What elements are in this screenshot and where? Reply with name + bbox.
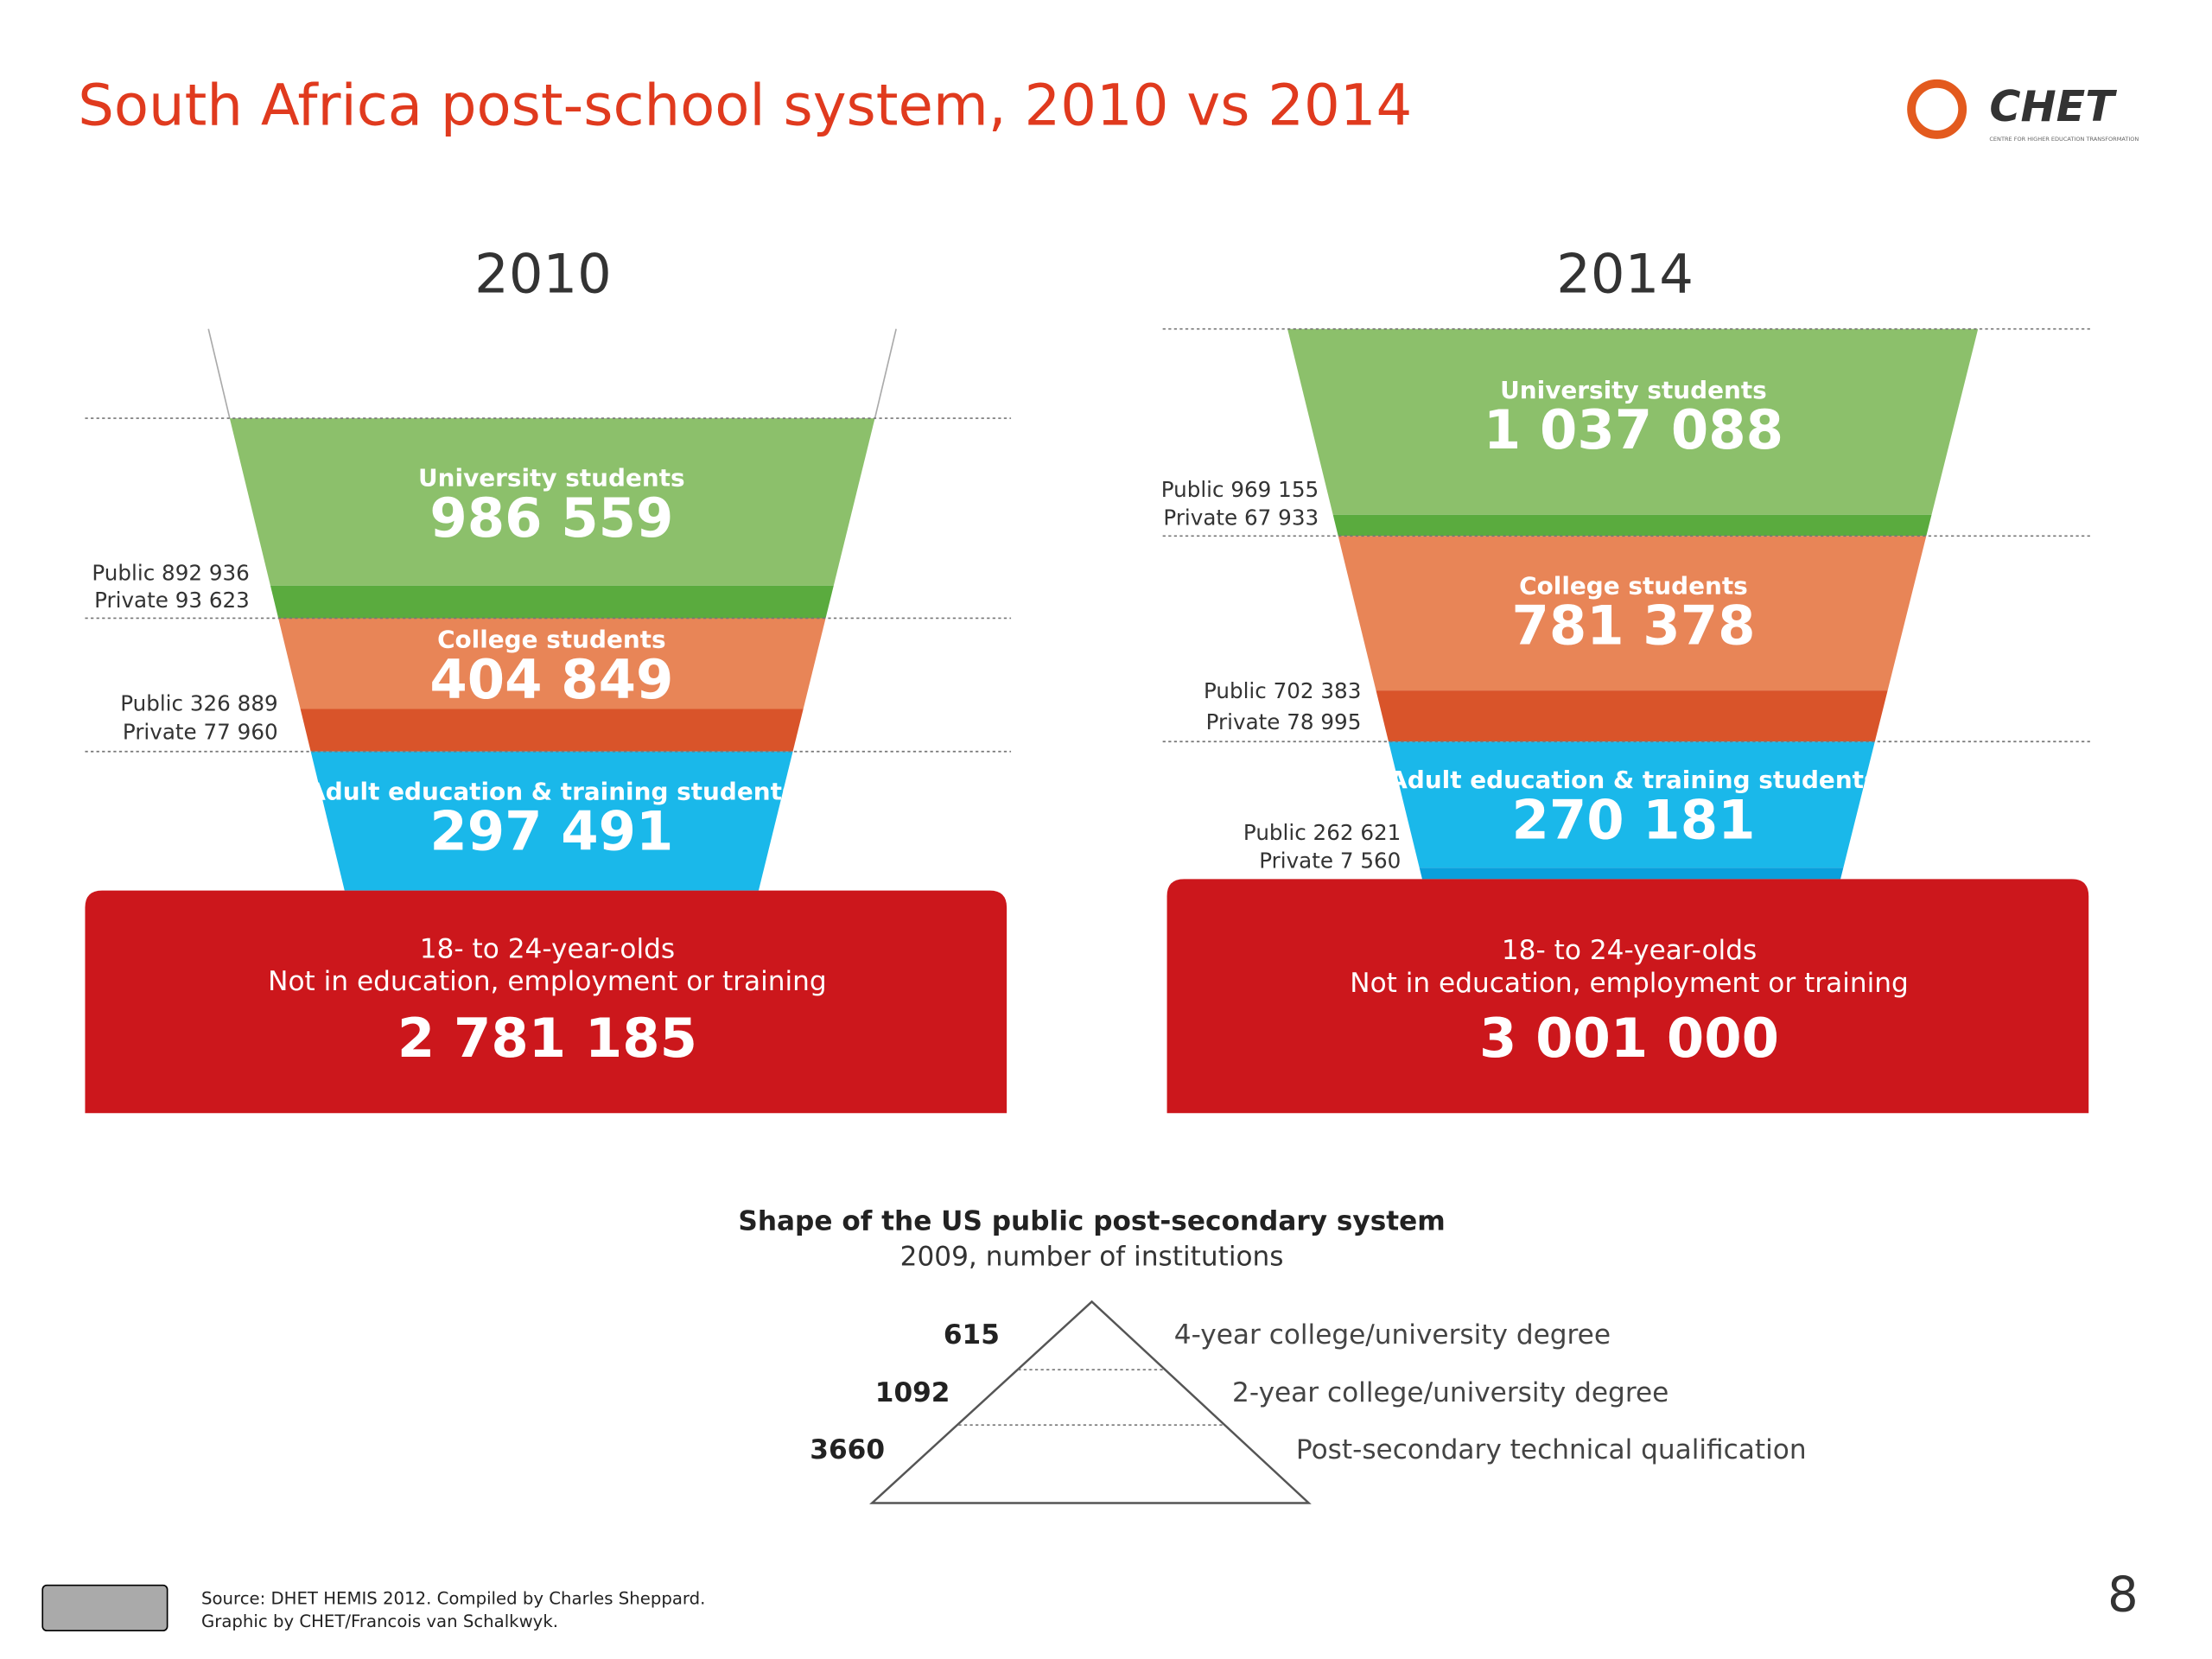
public-count: Public 326 889 [120, 691, 277, 716]
guide-line [874, 328, 897, 419]
public-count: Public 702 383 [1204, 678, 1361, 703]
neet-label: 18- to 24-year-olds [420, 933, 675, 964]
public-count: Public 969 155 [1161, 477, 1319, 502]
level-count: 615 [944, 1319, 1000, 1351]
logo-subtitle: CENTRE FOR HIGHER EDUCATION TRANSFORMATI… [1989, 136, 2139, 143]
segment-value: 781 378 [1511, 594, 1755, 658]
level-label: 2-year college/university degree [1232, 1377, 1669, 1408]
funnel-band [310, 751, 793, 891]
private-count: Private 67 933 [1163, 505, 1319, 531]
level-count: 1092 [875, 1377, 950, 1408]
page-number: 8 [2107, 1567, 2139, 1624]
neet-label: 18- to 24-year-olds [1502, 935, 1757, 966]
level-count: 3660 [810, 1434, 885, 1465]
year: 2010 [474, 243, 612, 306]
segment-value: 1 037 088 [1484, 398, 1783, 461]
segment-label: College students [1519, 571, 1748, 600]
private-count: Private 93 623 [94, 588, 250, 613]
us-subtitle: 2009, number of institutions [900, 1242, 1284, 1273]
logo: CHET CENTRE FOR HIGHER EDUCATION TRANSFO… [1907, 79, 2139, 143]
segment-value: 270 181 [1511, 789, 1755, 852]
neet-value: 2 781 185 [397, 1007, 697, 1070]
guide-line [207, 328, 231, 419]
public-count: Public 892 936 [92, 561, 249, 586]
funnel-band [270, 585, 834, 619]
title: South Africa post-school system, 2010 vs… [78, 73, 1412, 138]
segment-label: Adult education & training students [307, 777, 796, 805]
neet-value: 3 001 000 [1479, 1007, 1779, 1070]
funnel-band [300, 709, 804, 752]
segment-label: College students [437, 626, 666, 654]
neet-box [85, 890, 1007, 1114]
segment-value: 404 849 [429, 648, 673, 711]
us-pyramid: Shape of the US public post-secondary sy… [738, 1206, 1446, 1504]
funnel-band [1338, 536, 1927, 691]
segment-label: Adult education & training students [1389, 766, 1878, 794]
funnel-band [1419, 868, 1844, 880]
level-label: Post-secondary technical qualification [1296, 1434, 1807, 1465]
neet-label: Not in education, employment or training [268, 966, 827, 997]
logo-name: CHET [1989, 81, 2117, 131]
funnel-band [1287, 328, 1979, 515]
funnel-band [278, 618, 826, 709]
segment-label: University students [418, 464, 685, 493]
funnel-band [1388, 741, 1875, 868]
segment-value: 297 491 [429, 800, 673, 863]
source: Source: DHET HEMIS 2012. Compiled by Cha… [201, 1589, 705, 1609]
funnel-band [1332, 514, 1932, 537]
cc-icon [41, 1584, 168, 1631]
neet-box [1166, 879, 2089, 1114]
private-count: Private 78 995 [1206, 709, 1362, 734]
segment-value: 986 559 [429, 486, 673, 550]
us-title: Shape of the US public post-secondary sy… [738, 1206, 1445, 1237]
segment-label: University students [1500, 376, 1767, 404]
source: Graphic by CHET/Francois van Schalkwyk. [201, 1611, 558, 1631]
private-count: Private 77 960 [123, 719, 278, 744]
funnel-band [229, 418, 875, 586]
year: 2014 [1556, 243, 1694, 306]
private-count: Private 7 560 [1259, 849, 1401, 874]
pyramid [869, 1300, 1312, 1504]
logo-icon [1907, 79, 1967, 139]
level-label: 4-year college/university degree [1174, 1319, 1611, 1351]
neet-label: Not in education, employment or training [1350, 968, 1909, 999]
funnel-band [1376, 690, 1888, 742]
public-count: Public 262 621 [1243, 820, 1401, 845]
cc-badge [41, 1584, 168, 1631]
